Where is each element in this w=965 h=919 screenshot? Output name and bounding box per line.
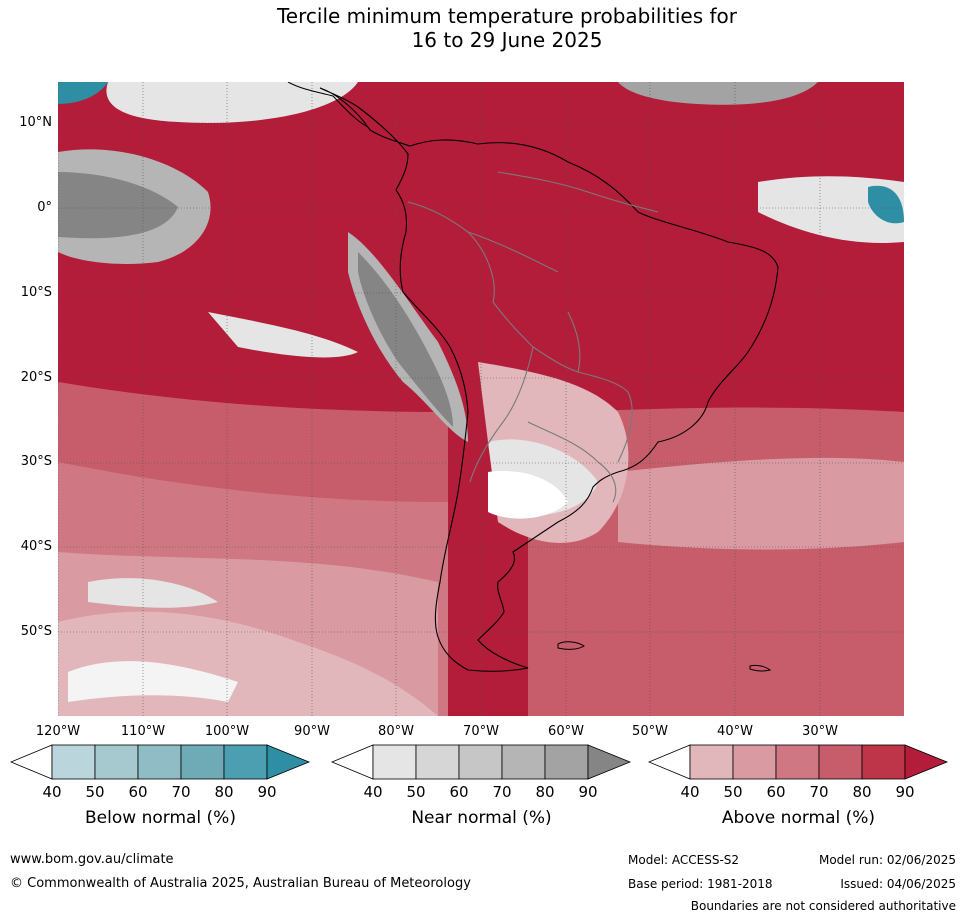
lat-label-40s: 40°S [20,539,52,554]
below-normal-colorbar-segment [137,744,182,780]
lon-label-70w: 70°W [463,724,499,739]
below-normal-colorbar-tick: 80 [214,783,234,801]
above-normal-colorbar-segment [732,744,777,780]
footer-model: Model: ACCESS-S2 [628,853,740,867]
below-normal-colorbar-upper-extend [266,744,311,780]
title-line-1: Tercile minimum temperature probabilitie… [276,4,738,28]
lon-label-30w: 30°W [802,724,838,739]
south-georgia-outline [749,664,772,672]
region-below-nw [58,82,108,104]
near-normal-colorbar-title: Near normal (%) [411,808,552,828]
above-normal-colorbar-segment [775,744,820,780]
near-normal-colorbar-upper-extend [587,744,632,780]
lon-label-40w: 40°W [717,724,753,739]
above-normal-colorbar-segment [818,744,863,780]
below-normal-colorbar-segment [94,744,139,780]
map-svg [58,82,904,716]
above-normal-colorbar [648,744,949,780]
region-near-north [106,82,358,123]
country-borders [407,171,659,503]
probability-map [58,82,904,716]
lat-label-30s: 30°S [20,454,52,469]
map-title: Tercile minimum temperature probabilitie… [0,4,965,52]
below-normal-colorbar [10,744,311,780]
lon-label-90w: 90°W [294,724,330,739]
lon-label-110w: 110°W [120,724,166,739]
near-normal-colorbar-tick: 60 [449,783,469,801]
below-normal-colorbar-lower-extend [10,744,53,780]
lat-label-20s: 20°S [20,370,52,385]
region-near-coast-dark [358,252,453,427]
region-near-pacific-band [208,312,358,358]
south-america-coastline [319,87,779,672]
above-normal-colorbar-tick: 80 [852,783,872,801]
above-normal-colorbar-tick: 60 [766,783,786,801]
falklands-outline [557,641,585,650]
above-normal-colorbar-title: Above normal (%) [721,808,876,828]
above-normal-colorbar-segment [861,744,906,780]
near-normal-colorbar-segment [501,744,546,780]
lon-label-50w: 50°W [632,724,668,739]
near-normal-colorbar-tick: 80 [535,783,555,801]
below-normal-colorbar-segment [180,744,225,780]
region-near-west-dark [58,172,178,239]
near-normal-colorbar-segment [458,744,503,780]
title-line-2: 16 to 29 June 2025 [411,28,603,52]
region-near-sw [88,578,218,608]
region-near-atlantic [758,176,904,243]
footer-disclaimer: Boundaries are not considered authoritat… [690,899,956,913]
lon-label-120w: 120°W [35,724,81,739]
below-normal-colorbar-segment [223,744,268,780]
below-normal-colorbar-tick: 60 [128,783,148,801]
above-normal-colorbar-tick: 50 [723,783,743,801]
region-above-light-se [618,457,904,550]
lon-label-100w: 100°W [204,724,250,739]
near-normal-colorbar [331,744,632,780]
near-normal-colorbar-tick: 50 [406,783,426,801]
footer-model-run: Model run: 02/06/2025 [818,853,956,867]
near-normal-colorbar-tick: 40 [363,783,383,801]
central-america-coastline [287,82,369,128]
lat-label-10n: 10°N [19,115,52,130]
below-normal-colorbar-tick: 90 [257,783,277,801]
above-normal-colorbar-tick: 70 [809,783,829,801]
above-normal-colorbar-segment [689,744,734,780]
near-normal-colorbar-lower-extend [331,744,374,780]
region-white-core [488,471,568,519]
below-normal-colorbar-tick: 50 [85,783,105,801]
near-normal-colorbar-tick: 70 [492,783,512,801]
footer-copyright: © Commonwealth of Australia 2025, Austra… [10,876,471,891]
below-normal-colorbar-title: Below normal (%) [85,808,236,828]
footer-url[interactable]: www.bom.gov.au/climate [10,852,174,867]
above-normal-colorbar-lower-extend [648,744,691,780]
region-below-atlantic [868,185,904,224]
lat-label-0: 0° [37,200,52,215]
footer-issued: Issued: 04/06/2025 [840,877,956,891]
region-white-sw [68,661,238,702]
near-normal-colorbar-tick: 90 [578,783,598,801]
above-normal-colorbar-tick: 40 [680,783,700,801]
below-normal-colorbar-tick: 70 [171,783,191,801]
lon-label-80w: 80°W [378,724,414,739]
below-normal-colorbar-segment [51,744,96,780]
lat-label-10s: 10°S [20,285,52,300]
near-normal-colorbar-segment [372,744,417,780]
above-normal-colorbar-tick: 90 [895,783,915,801]
footer-base-period: Base period: 1981-2018 [628,877,773,891]
lat-label-50s: 50°S [20,624,52,639]
below-normal-colorbar-tick: 40 [42,783,62,801]
near-normal-colorbar-segment [415,744,460,780]
region-near-caribbean [618,82,818,105]
above-normal-colorbar-upper-extend [904,744,949,780]
near-normal-colorbar-segment [544,744,589,780]
lon-label-60w: 60°W [548,724,584,739]
graticule [58,82,904,716]
